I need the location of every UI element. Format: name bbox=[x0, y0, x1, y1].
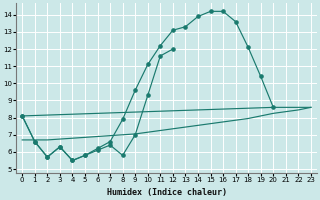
X-axis label: Humidex (Indice chaleur): Humidex (Indice chaleur) bbox=[107, 188, 227, 197]
